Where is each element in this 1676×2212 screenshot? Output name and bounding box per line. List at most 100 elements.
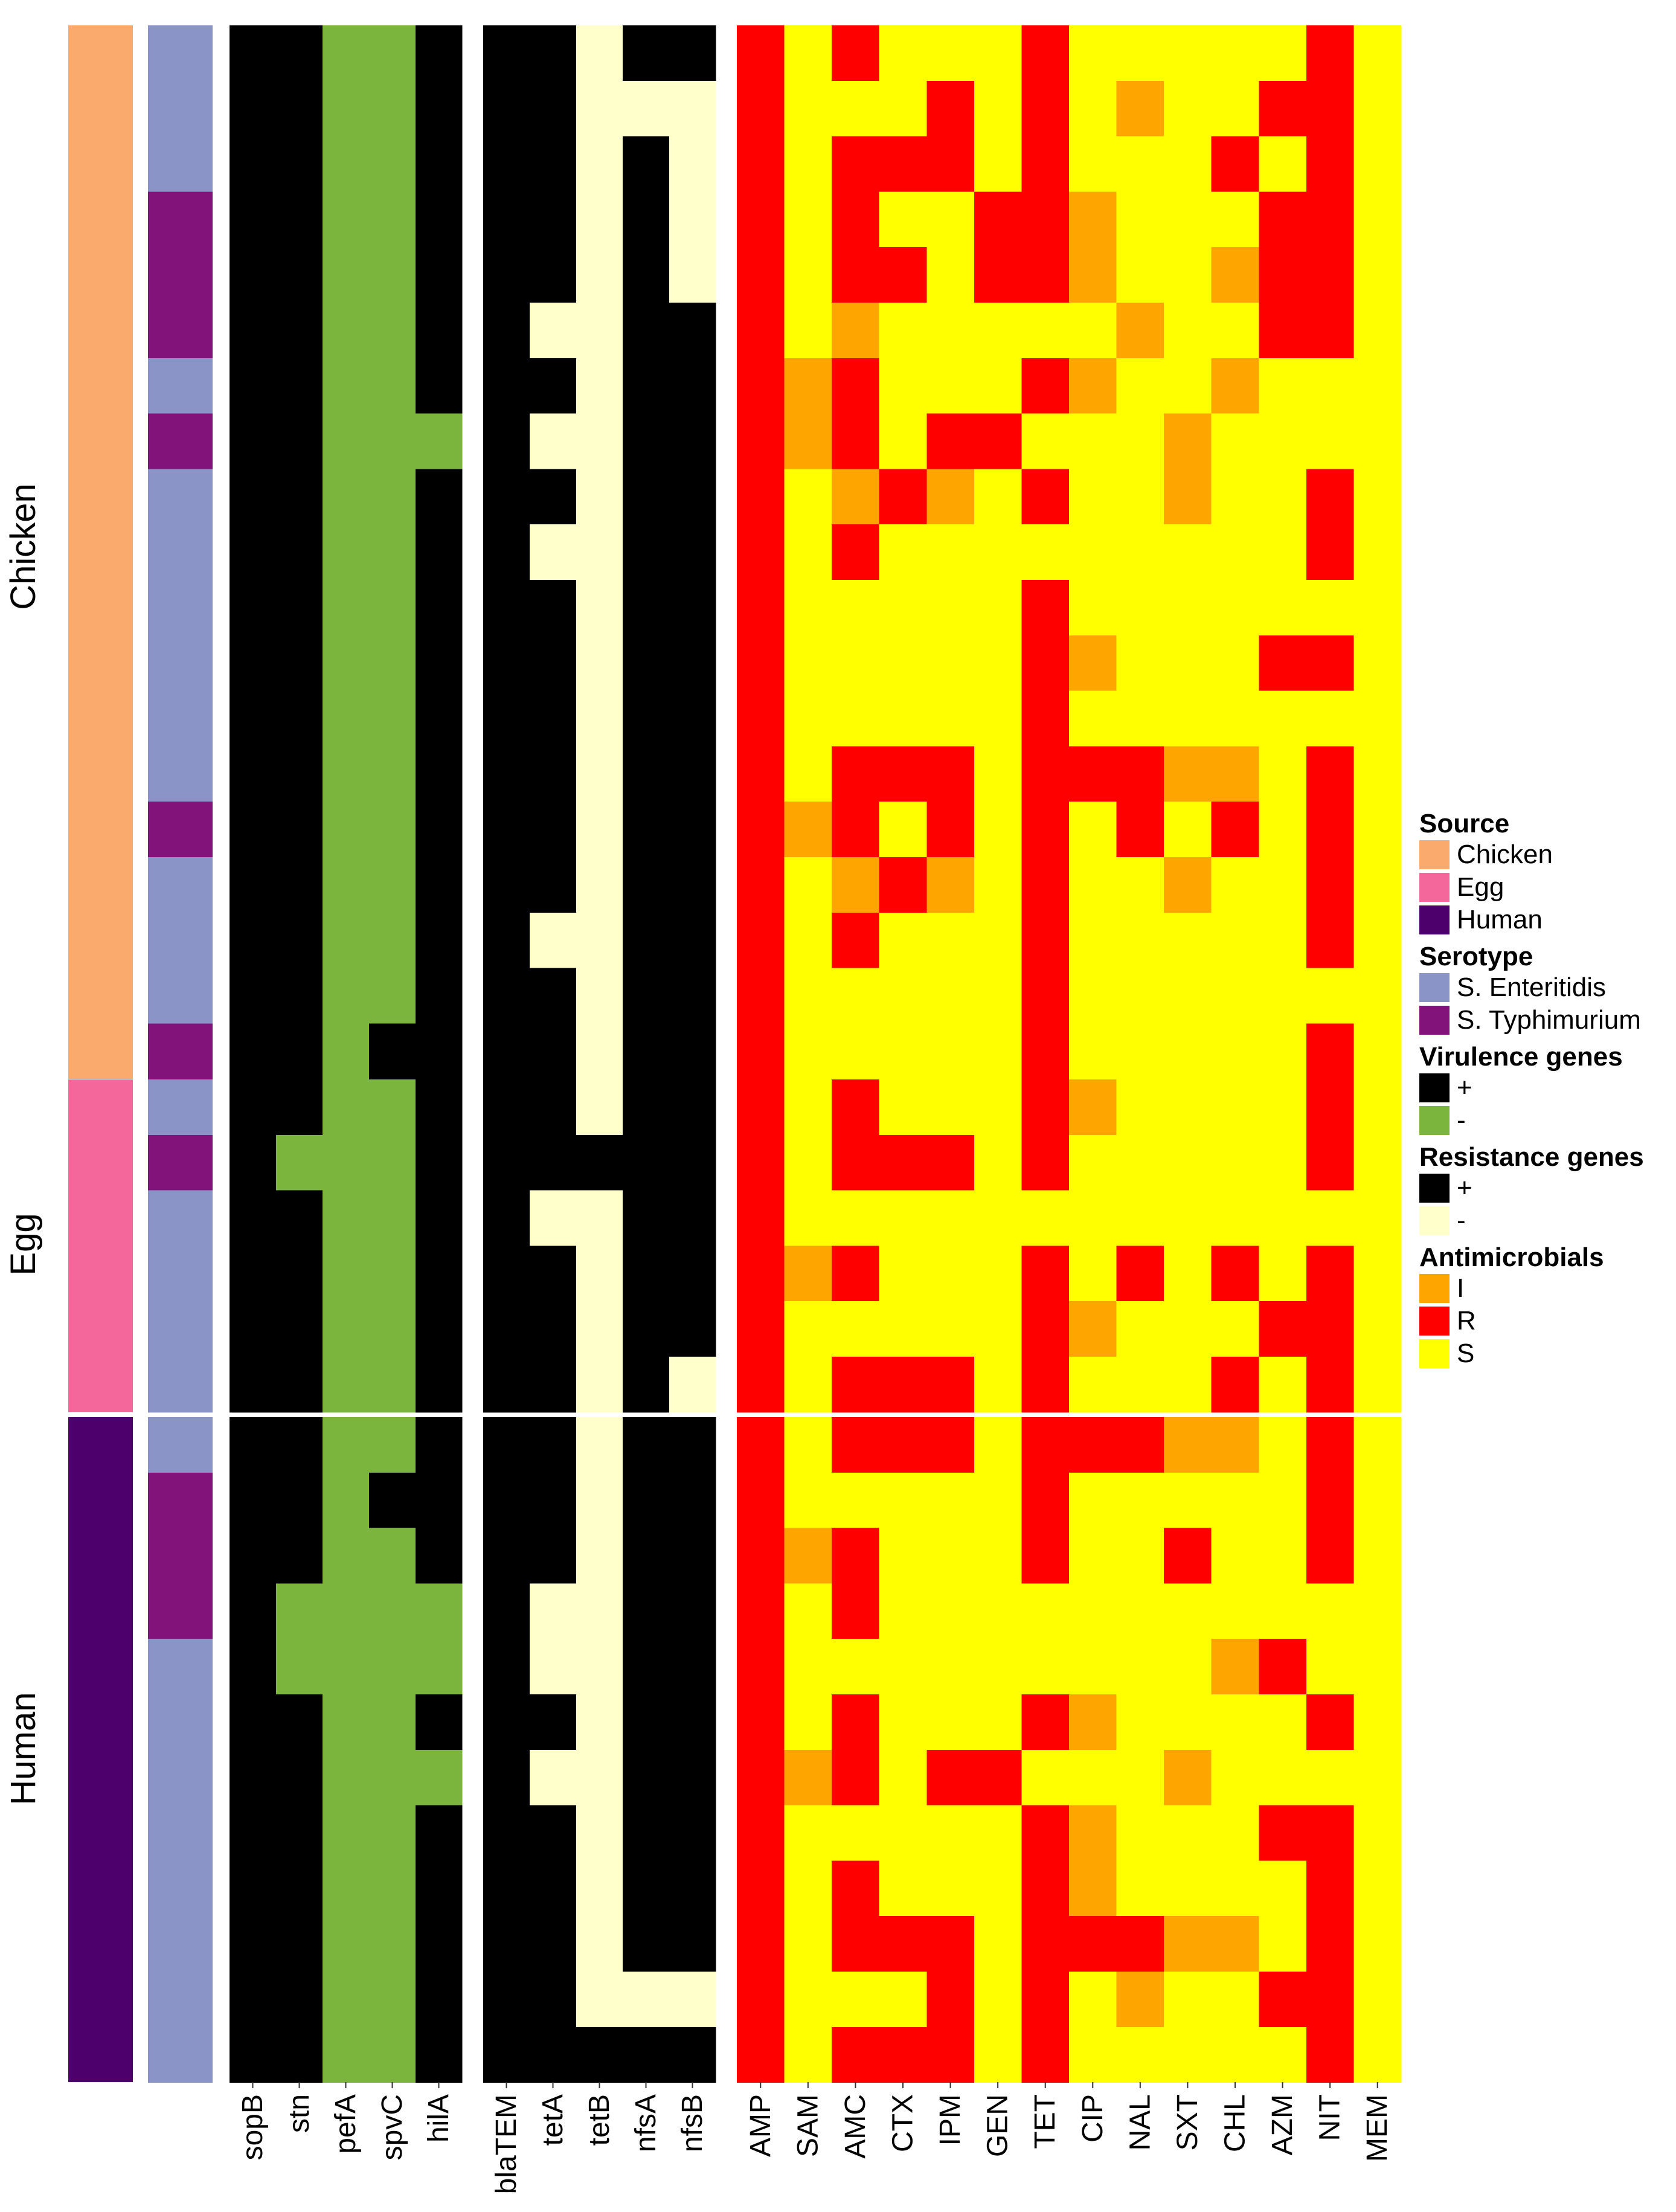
antimicrobial-cell [1259, 358, 1307, 414]
virulence-cell [230, 1023, 277, 1079]
antimicrobial-cell [1259, 1583, 1307, 1639]
antimicrobial-cell [1021, 1916, 1070, 1972]
resistance-cell [623, 1301, 670, 1357]
virulence-cell [369, 1528, 416, 1584]
antimicrobial-cell [737, 247, 785, 303]
antimicrobial-cell [832, 746, 880, 802]
antimicrobial-cell [1353, 469, 1402, 525]
antimicrobial-cell [1068, 358, 1117, 414]
antimicrobial-cell [1259, 968, 1307, 1024]
antimicrobial-cell [784, 358, 832, 414]
antimicrobial-cell [1068, 1694, 1117, 1751]
legend-item-typhimurium: S. Typhimurium [1419, 1004, 1644, 1037]
antimicrobial-cell [1259, 912, 1307, 969]
antimicrobial-cell [926, 1023, 975, 1079]
virulence-cell [276, 469, 323, 525]
virulence-cell [230, 1805, 277, 1861]
antimicrobial-cell [1164, 1694, 1212, 1751]
resistance-cell [530, 524, 577, 580]
virulence-cell [323, 1472, 370, 1529]
antimicrobial-cell [737, 1134, 785, 1191]
serotype-cell [148, 1472, 213, 1529]
antimicrobial-cell [1306, 1357, 1355, 1413]
antimicrobial-cell [1068, 802, 1117, 858]
antimicrobial-cell [1116, 524, 1164, 580]
antimicrobial-cell [1353, 912, 1402, 969]
antimicrobial-cell [737, 1417, 785, 1473]
antimicrobial-cell [784, 413, 832, 469]
resistance-cell [623, 580, 670, 636]
antimicrobial-cell [832, 1972, 880, 2028]
serotype-cell [148, 1357, 213, 1413]
resistance-cell [483, 1134, 530, 1191]
resistance-cell [669, 303, 716, 359]
virulence-cell [323, 802, 370, 858]
resistance-cell [623, 1972, 670, 2028]
antimicrobial-cell [1021, 1694, 1070, 1751]
antimicrobial-cell [1353, 802, 1402, 858]
antimicrobial-cell [879, 136, 927, 192]
legend-item-virulence-minus: - [1419, 1104, 1644, 1137]
antimicrobial-cell [1116, 802, 1164, 858]
antimicrobial-cell [1259, 1134, 1307, 1191]
resistance-cell [623, 80, 670, 137]
serotype-cell [148, 1972, 213, 2028]
virulence-cell [230, 524, 277, 580]
resistance-cell [669, 1528, 716, 1584]
antimicrobial-cell [1068, 1972, 1117, 2028]
serotype-cell [148, 25, 213, 82]
antimicrobial-cell [737, 469, 785, 525]
antimicrobial-cell [784, 580, 832, 636]
antimicrobial-cell [926, 1357, 975, 1413]
virulence-cell [230, 1528, 277, 1584]
antimicrobial-cell [1211, 1417, 1259, 1473]
antimicrobial-cell [1116, 746, 1164, 802]
antimicrobial-cell [1211, 912, 1259, 969]
serotype-cell [148, 413, 213, 469]
virulence-cell [230, 1972, 277, 2028]
antimicrobial-cell [1306, 1246, 1355, 1302]
virulence-cell [369, 1134, 416, 1191]
virulence-cell [230, 912, 277, 969]
antimicrobial-cell [1164, 1023, 1212, 1079]
antimicrobial-cell [926, 1134, 975, 1191]
antimicrobial-cell [974, 1134, 1023, 1191]
antimicrobial-cell [926, 1694, 975, 1751]
antimicrobial-cell [974, 912, 1023, 969]
virulence-cell [416, 1694, 463, 1751]
legend-label: R [1457, 1306, 1476, 1336]
serotype-cell [148, 2027, 213, 2083]
resistance-cell [623, 1916, 670, 1972]
column-label-pefa: pefA [330, 2094, 362, 2154]
antimicrobial-cell [737, 1079, 785, 1136]
antimicrobial-cell [1116, 1749, 1164, 1806]
resistance-cell [483, 690, 530, 747]
antimicrobial-cell [1068, 1639, 1117, 1695]
virulence-cell [416, 1246, 463, 1302]
virulence-cell [276, 912, 323, 969]
antimicrobial-cell [1306, 2027, 1355, 2083]
antimicrobial-cell [832, 25, 880, 82]
antimicrobial-cell [1021, 469, 1070, 525]
antimicrobial-cell [1211, 857, 1259, 913]
virulence-cell [416, 1417, 463, 1473]
antimicrobial-cell [974, 690, 1023, 747]
virulence-cell [416, 303, 463, 359]
virulence-cell [230, 635, 277, 692]
antimicrobial-cell [832, 1805, 880, 1861]
antimicrobial-cell [1353, 1190, 1402, 1246]
antimicrobial-cell [1021, 1860, 1070, 1917]
resistance-cell [576, 524, 623, 580]
antimicrobial-cell [784, 635, 832, 692]
antimicrobial-cell [1116, 1134, 1164, 1191]
antimicrobial-cell [1211, 247, 1259, 303]
antimicrobial-cell [1021, 1357, 1070, 1413]
virulence-cell [416, 191, 463, 248]
antimicrobial-cell [974, 1246, 1023, 1302]
antimicrobial-cell [879, 1805, 927, 1861]
resistance-cell [530, 802, 577, 858]
virulence-cell [230, 857, 277, 913]
antimicrobial-cell [974, 1528, 1023, 1584]
legend-item-enteritidis: S. Enteritidis [1419, 971, 1644, 1004]
serotype-cell [148, 1417, 213, 1473]
